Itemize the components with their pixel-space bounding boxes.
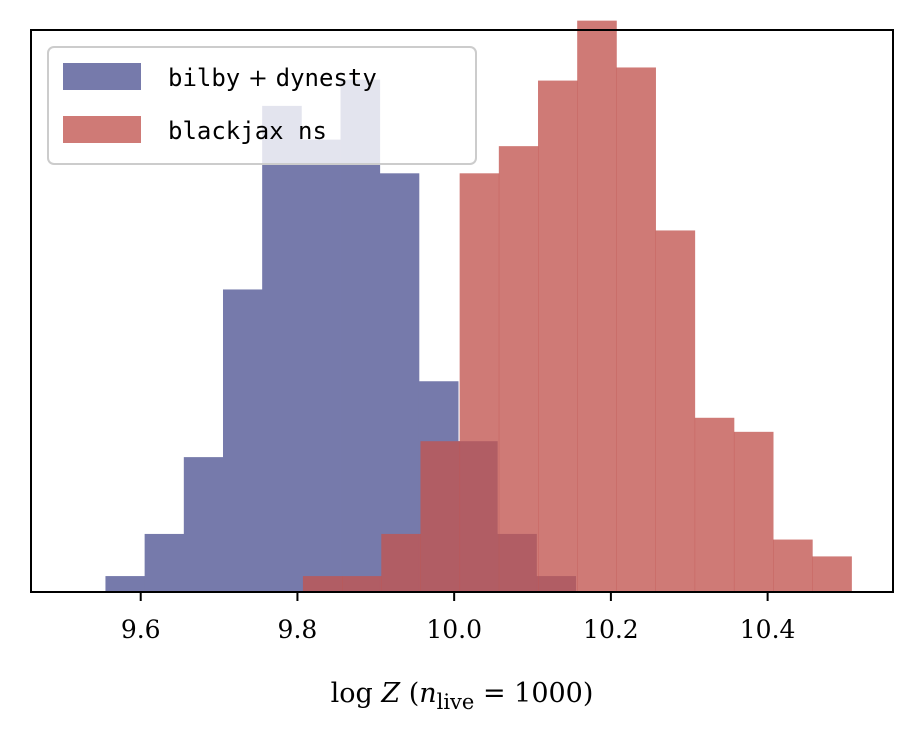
x-axis-label-open: ( [400, 678, 419, 709]
bar-blackjax-ns-11 [733, 431, 774, 592]
x-axis-ticks: 9.6 9.8 10.0 10.2 10.4 [121, 592, 796, 644]
bar-blackjax-ns-2 [381, 533, 421, 592]
x-tick-label-3: 10.2 [583, 615, 639, 644]
legend-label-ns-part: ns [298, 117, 327, 145]
legend-label-bilby-dynesty: bilby + dynesty [168, 64, 377, 92]
x-axis-label: log Z (nlive = 1000) [331, 678, 594, 714]
legend-label-space-part [284, 117, 298, 145]
legend-label-blackjax-part: blackjax [168, 117, 284, 145]
bar-blackjax-ns-12 [773, 539, 813, 592]
bar-bilby-dynesty-3 [222, 289, 263, 592]
x-axis-label-prefix: log [331, 678, 382, 709]
x-axis-label-rest: = 1000) [474, 678, 593, 709]
bar-bilby-dynesty-6 [340, 79, 381, 592]
legend-label-dynesty-part: dynesty [276, 64, 377, 92]
bar-bilby-dynesty-7 [379, 173, 420, 592]
bar-blackjax-ns-6 [538, 80, 578, 592]
bar-blackjax-ns-9 [655, 230, 696, 592]
legend-swatch-blackjax-ns [63, 116, 141, 143]
x-tick-label-4: 10.4 [740, 615, 796, 644]
plot-frame [30, 29, 894, 593]
bar-blackjax-ns-8 [616, 67, 656, 593]
bar-blackjax-ns-1 [342, 576, 382, 592]
legend-label-plus-part: + [240, 64, 275, 92]
x-tick-label-1: 9.8 [278, 615, 318, 644]
bar-bilby-dynesty-2 [183, 457, 224, 592]
bar-blackjax-ns-10 [694, 417, 735, 592]
x-axis-label-symbol: Z [380, 678, 401, 709]
series-blackjax-ns [302, 20, 852, 593]
bar-blackjax-ns-3 [420, 441, 461, 592]
bar-blackjax-ns-7 [577, 20, 617, 592]
bar-blackjax-ns-5 [498, 146, 539, 592]
bar-blackjax-ns-13 [812, 556, 852, 592]
bar-blackjax-ns-4 [459, 173, 500, 592]
x-axis-label-var: n [419, 678, 436, 709]
x-tick-label-0: 9.6 [121, 615, 161, 644]
bar-bilby-dynesty-0 [105, 576, 146, 592]
bars-layer [105, 20, 852, 593]
legend-swatch-bilby-dynesty [63, 63, 141, 90]
legend: bilby + dynesty blackjax ns [47, 46, 477, 165]
legend-label-bilby-part: bilby [168, 64, 240, 92]
legend-box [47, 46, 477, 165]
x-axis-label-sub: live [437, 690, 475, 714]
legend-label-blackjax-ns: blackjax ns [168, 117, 327, 145]
bar-bilby-dynesty-5 [301, 139, 341, 592]
bar-blackjax-ns-0 [302, 576, 343, 592]
x-tick-label-2: 10.0 [426, 615, 482, 644]
bar-bilby-dynesty-4 [262, 105, 302, 593]
bar-bilby-dynesty-1 [144, 533, 185, 592]
